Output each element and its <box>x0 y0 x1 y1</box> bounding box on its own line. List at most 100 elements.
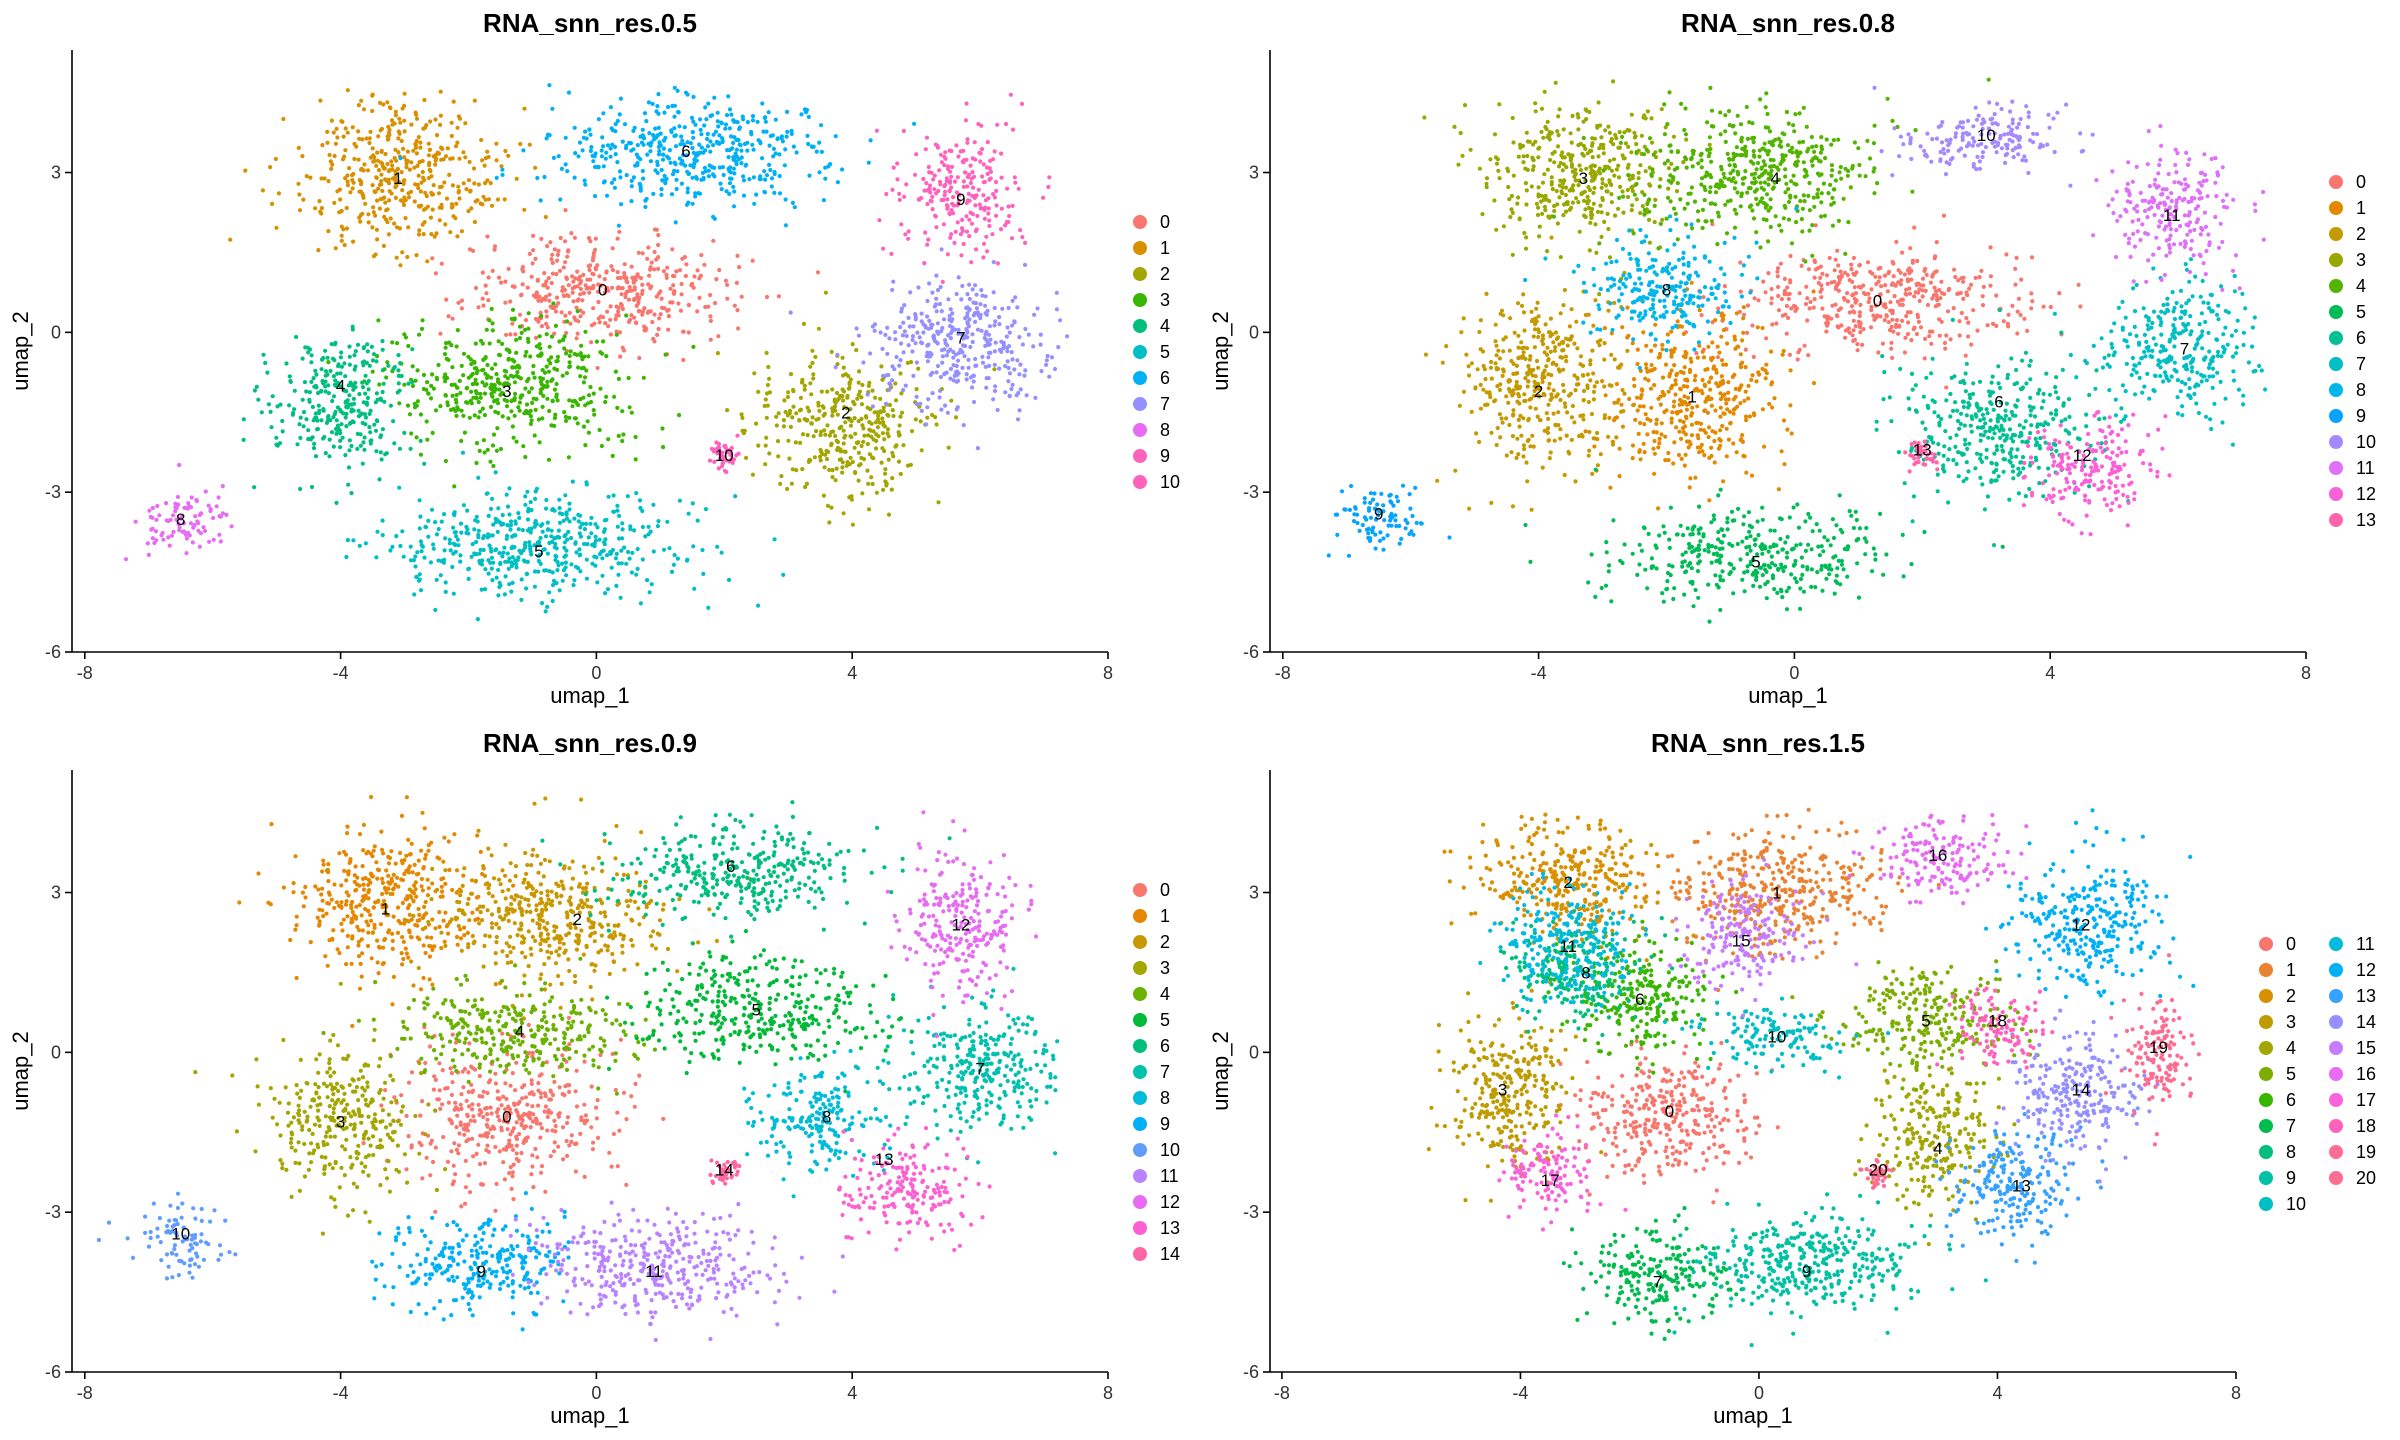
cell-point <box>951 378 956 383</box>
cell-point <box>323 373 328 378</box>
cell-point <box>1827 255 1832 261</box>
cell-point <box>572 416 578 421</box>
cell-point <box>1521 345 1527 350</box>
cell-point <box>841 441 846 446</box>
cell-point <box>1548 450 1553 455</box>
cell-point <box>1652 471 1657 476</box>
cell-point <box>567 507 572 512</box>
cell-point <box>173 509 178 514</box>
cell-point <box>512 380 518 385</box>
cell-point <box>1549 235 1554 240</box>
cell-point <box>1878 265 1883 270</box>
cell-point <box>600 556 605 561</box>
cell-point <box>563 493 568 498</box>
cell-point <box>361 363 366 368</box>
cell-point <box>1018 362 1023 367</box>
cell-point <box>1716 306 1721 311</box>
cell-point <box>786 438 791 443</box>
cell-point <box>821 413 826 418</box>
cell-point <box>538 561 543 567</box>
cell-point <box>930 207 935 212</box>
cell-point <box>379 457 384 462</box>
cell-point <box>450 564 455 570</box>
cell-point <box>684 262 689 267</box>
cell-point <box>564 319 570 324</box>
cell-point <box>476 182 481 187</box>
cell-point <box>595 365 600 371</box>
cell-point <box>500 167 505 172</box>
cell-point <box>1894 239 1899 244</box>
cell-point <box>404 165 409 170</box>
cell-point <box>603 537 608 542</box>
cell-point <box>408 446 413 451</box>
cell-point <box>438 404 443 409</box>
cell-point <box>323 451 328 456</box>
cell-point <box>418 514 423 519</box>
cell-point <box>1741 453 1746 458</box>
cell-point <box>1683 355 1688 360</box>
cell-point <box>879 460 884 465</box>
cell-point <box>640 168 645 174</box>
cell-point <box>880 431 886 436</box>
cell-point <box>1560 355 1565 360</box>
cell-point <box>612 185 618 190</box>
cell-point <box>690 145 695 151</box>
cell-point <box>1870 271 1875 276</box>
cell-point <box>661 146 667 151</box>
cell-point <box>613 122 618 127</box>
cell-point <box>517 400 523 405</box>
cell-point <box>571 279 576 284</box>
cell-point <box>1521 310 1527 315</box>
cell-point <box>358 219 363 224</box>
cell-point <box>664 275 669 280</box>
cell-point <box>888 382 893 387</box>
cell-point <box>1004 334 1010 339</box>
cell-point <box>578 525 583 530</box>
cell-point <box>945 343 950 348</box>
cell-point <box>531 233 536 238</box>
cell-point <box>463 155 468 160</box>
cell-point <box>1044 362 1049 367</box>
cell-point <box>561 568 567 573</box>
cell-point <box>954 291 959 297</box>
cell-point <box>419 549 424 554</box>
cell-point <box>604 270 609 275</box>
cell-point <box>583 443 588 448</box>
cell-point <box>842 405 847 410</box>
cell-point <box>1637 448 1642 453</box>
cell-point <box>298 435 303 440</box>
cell-point <box>883 332 888 337</box>
cell-point <box>522 327 528 332</box>
cell-point <box>380 188 385 193</box>
cell-point <box>472 360 477 365</box>
cell-point <box>518 395 523 400</box>
cell-point <box>1515 399 1520 404</box>
cell-point <box>629 313 634 318</box>
cell-point <box>979 328 984 333</box>
cell-point <box>718 181 723 186</box>
cell-point <box>1635 408 1640 413</box>
cell-point <box>556 154 561 159</box>
cell-point <box>1654 421 1659 426</box>
cell-point <box>1636 176 1641 181</box>
cell-point <box>1857 320 1863 325</box>
cell-point <box>319 211 324 216</box>
cell-point <box>185 530 191 535</box>
cell-point <box>1736 344 1741 349</box>
cell-point <box>573 151 578 156</box>
cell-point <box>379 182 384 187</box>
cell-point <box>1744 418 1749 423</box>
cell-point <box>150 505 155 511</box>
cell-point <box>550 305 555 310</box>
cell-point <box>1721 327 1726 333</box>
cell-point <box>802 387 807 392</box>
cell-point <box>377 477 382 482</box>
cell-point <box>1825 281 1830 286</box>
cell-point <box>690 175 695 180</box>
cell-point <box>449 133 454 139</box>
cell-point <box>665 154 670 159</box>
cell-point <box>417 498 422 503</box>
cell-point <box>410 383 415 389</box>
cell-point <box>953 415 959 420</box>
